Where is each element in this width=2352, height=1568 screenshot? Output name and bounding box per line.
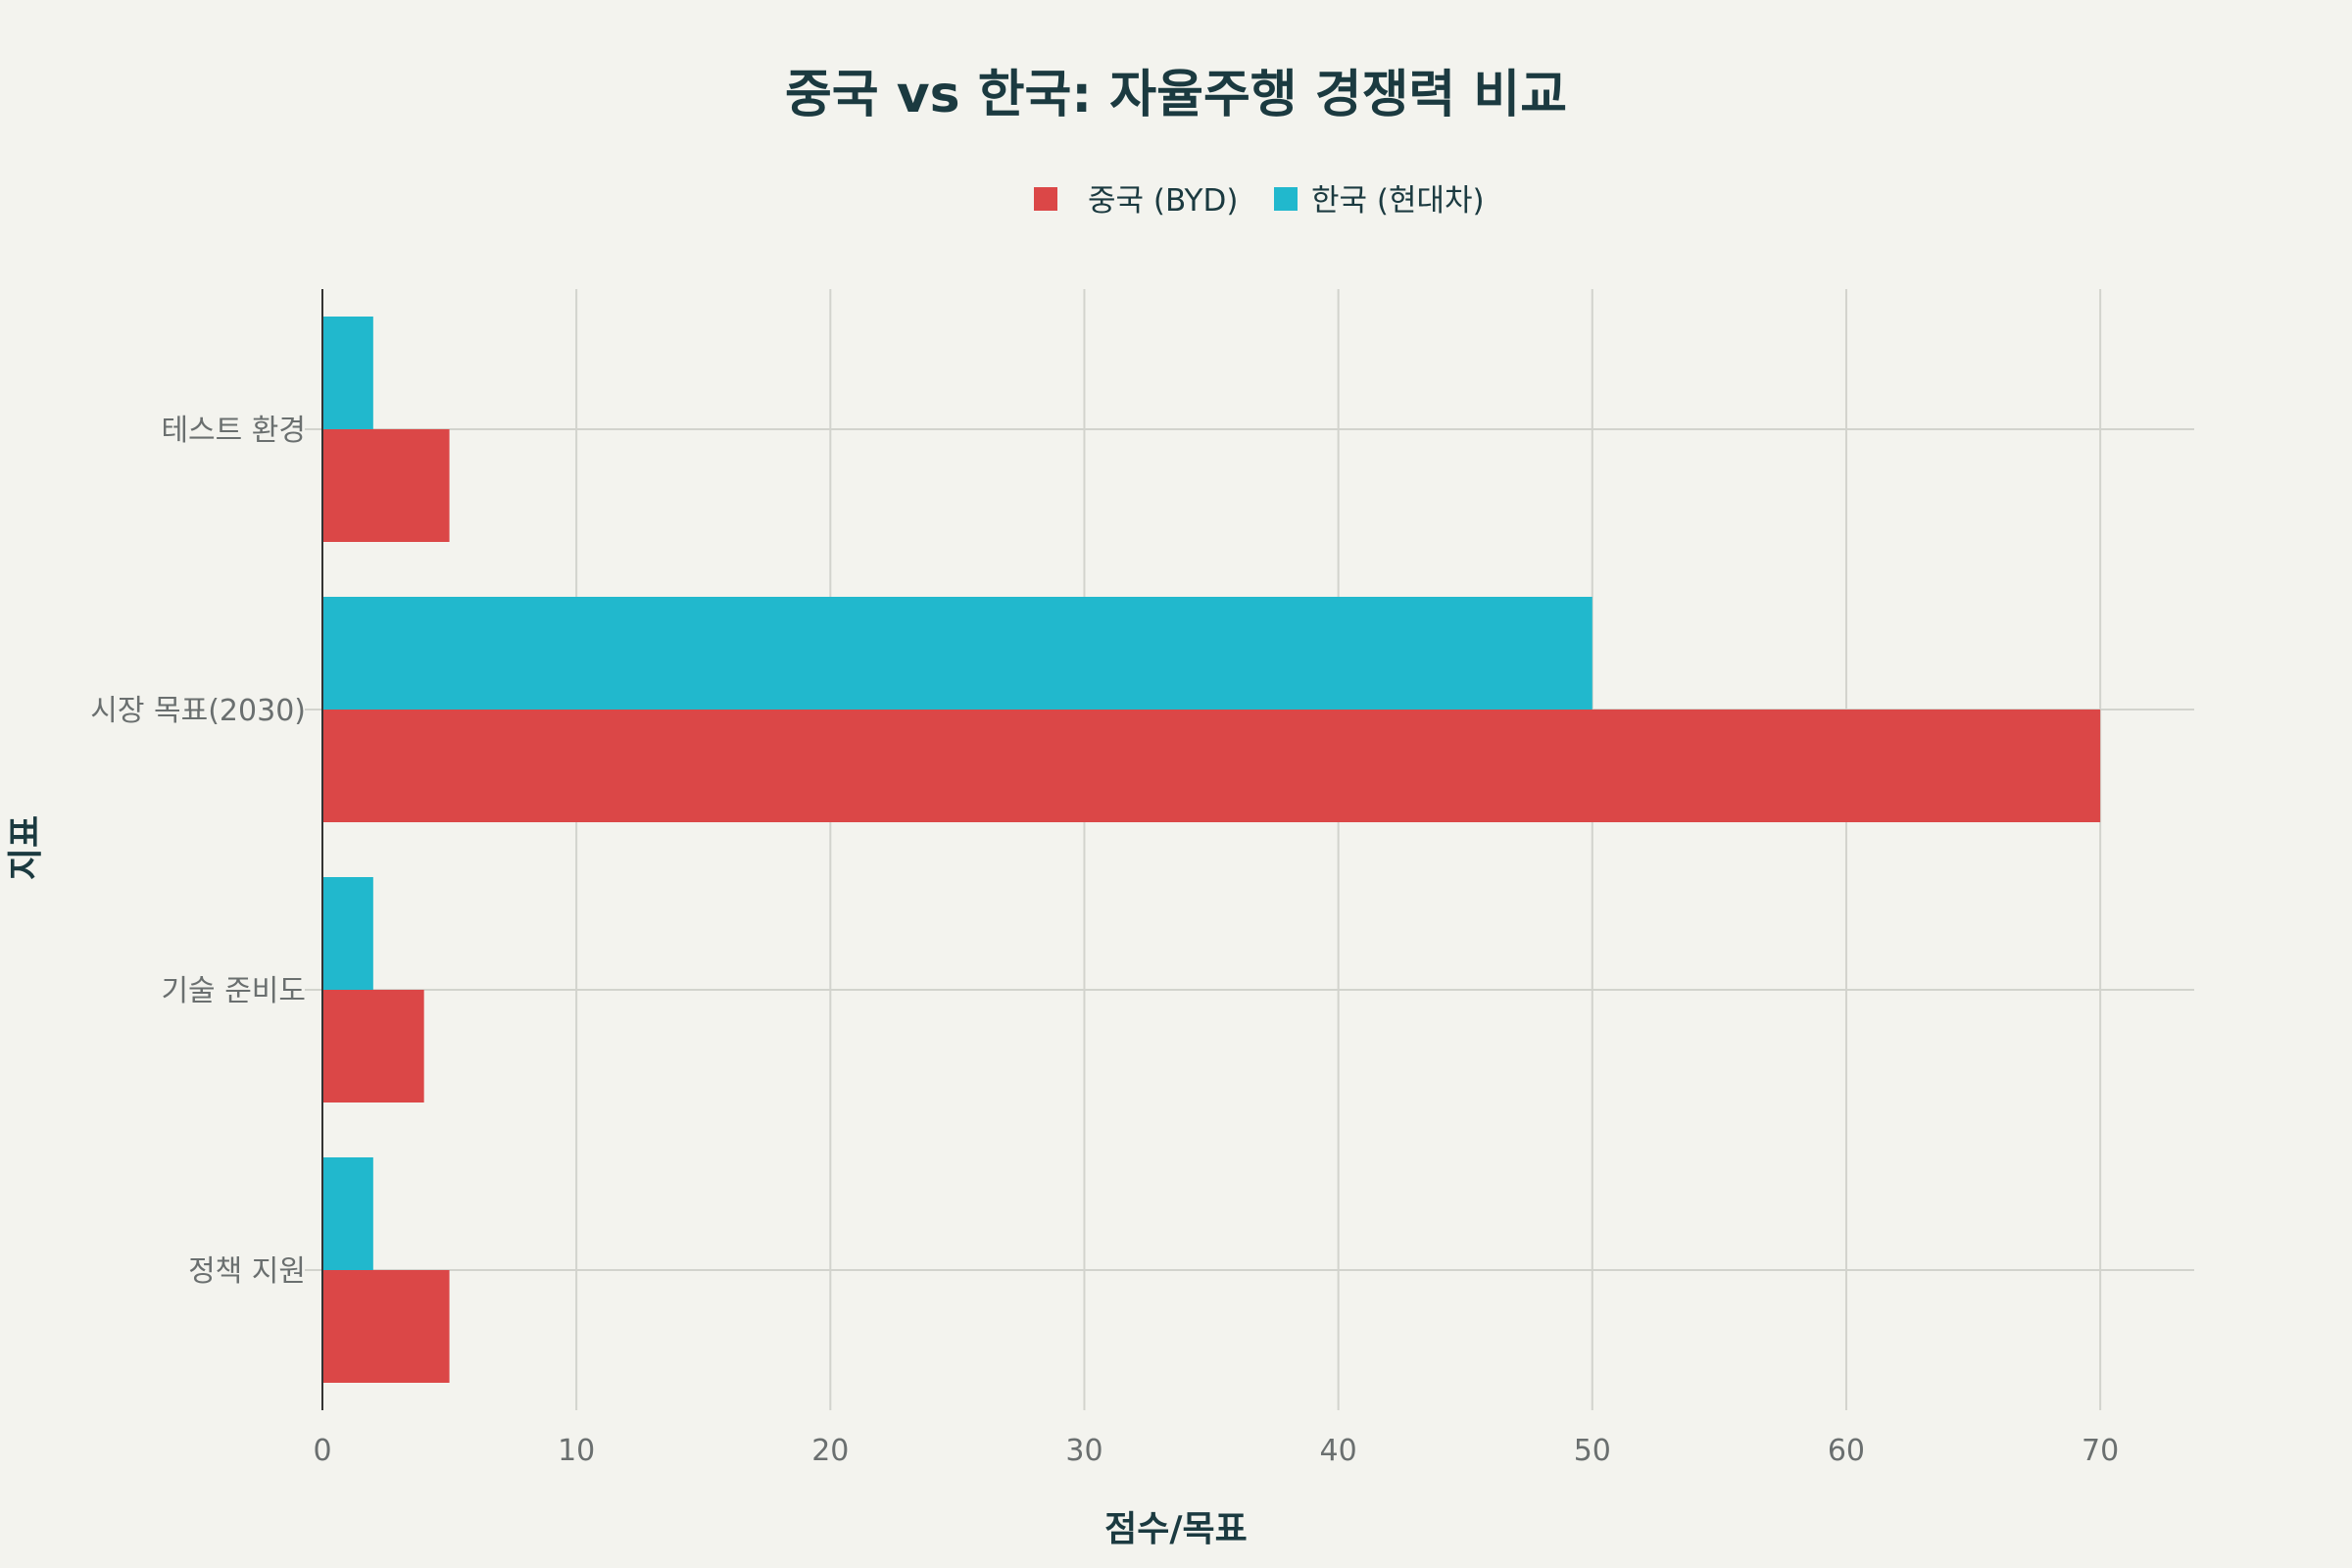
x-tick-label: 10 <box>558 1434 595 1468</box>
legend-swatch <box>1274 187 1298 211</box>
x-tick-label: 20 <box>811 1434 849 1468</box>
x-tick-label: 60 <box>1828 1434 1865 1468</box>
x-axis-title: 점수/목표 <box>1104 1509 1248 1549</box>
bar-korea <box>322 317 373 429</box>
legend: 중국 (BYD) 한국 (현대차) <box>1034 183 1485 219</box>
x-tick-label: 0 <box>313 1434 331 1468</box>
bars <box>322 317 2101 1383</box>
legend-swatch <box>1034 187 1057 211</box>
x-tick-label: 50 <box>1574 1434 1611 1468</box>
y-tick-label: 테스트 환경 <box>161 414 306 448</box>
bar-china <box>322 429 450 542</box>
y-tick-label: 기술 준비도 <box>161 974 306 1008</box>
bar-korea <box>322 877 373 990</box>
x-tick-label: 40 <box>1320 1434 1357 1468</box>
bar-china <box>322 1270 450 1383</box>
bar-china <box>322 990 424 1102</box>
x-tick-label: 30 <box>1065 1434 1102 1468</box>
y-tick-label: 시장 목표(2030) <box>90 694 306 728</box>
legend-label: 한국 (현대차) <box>1311 183 1485 219</box>
chart-title: 중국 vs 한국: 자율주행 경쟁력 비교 <box>785 66 1567 124</box>
x-tick-label: 70 <box>2082 1434 2119 1468</box>
bar-korea <box>322 597 1592 710</box>
bar-korea <box>322 1157 373 1270</box>
bar-china <box>322 710 2101 822</box>
y-tick-label: 정책 지원 <box>188 1254 306 1289</box>
y-axis-title: 지표 <box>6 815 46 880</box>
x-tick-labels: 0 10 20 30 40 50 60 70 <box>313 1434 2119 1468</box>
legend-label: 중국 (BYD) <box>1088 183 1238 219</box>
